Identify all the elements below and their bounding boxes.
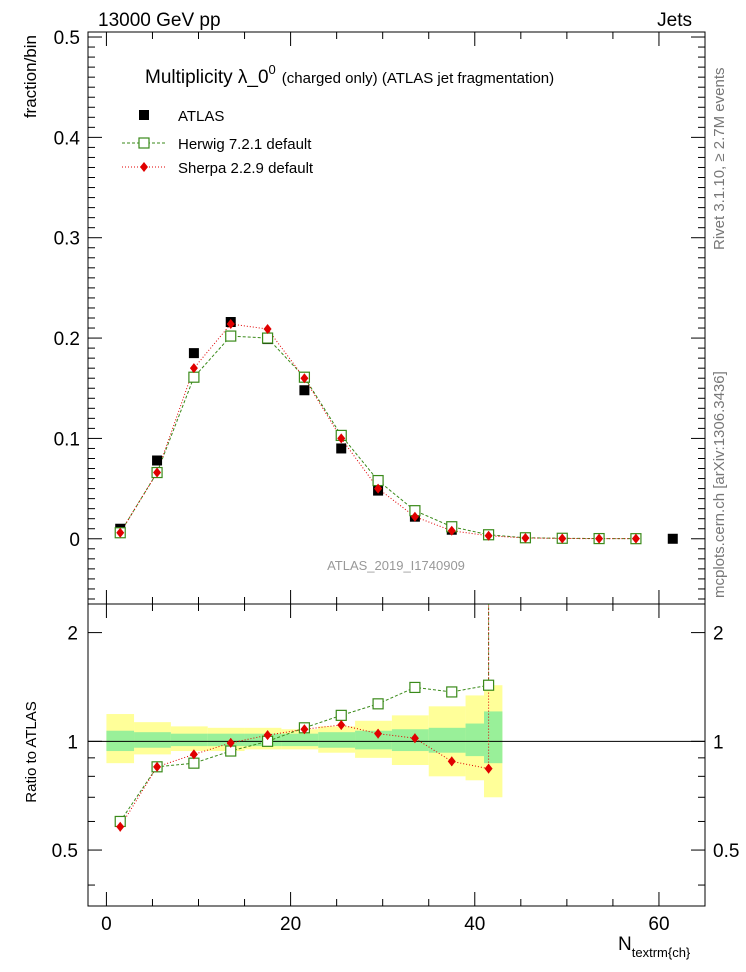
ratio-plot-frame [87,603,706,907]
ratio-series-layer [114,604,495,832]
main-series-layer [114,317,678,545]
sherpa-point [189,363,198,374]
sherpa-ratio-point [410,733,419,744]
legend-herwig-marker [138,137,150,149]
atlas-point [336,443,347,454]
sherpa-ratio-point [263,730,272,741]
ratio-band-inner [391,729,429,752]
herwig-ratio-point [446,686,458,698]
atlas-point [299,385,310,396]
ratio-y-tick-label-left: 2 [67,624,78,645]
chart-title-main: Multiplicity λ_0 [145,67,269,88]
main-y-tick-label: 0.2 [54,329,80,350]
ratio-uncertainty-bands [106,685,503,798]
chart-title-tail: (charged only) (ATLAS jet fragmentation) [282,70,554,87]
chart-title: Multiplicity λ_00 (charged only) (ATLAS j… [145,62,554,88]
ratio-band-inner [170,733,208,747]
legend-atlas-label: ATLAS [178,108,224,125]
ratio-band-inner [134,732,171,748]
herwig-ratio-point [482,679,495,691]
sherpa-ratio-point [447,756,456,767]
legend-sherpa-label: Sherpa 2.2.9 default [178,160,314,177]
sherpa-ratio-point [226,737,235,748]
ratio-y-tick-label-left: 0.5 [52,841,78,862]
sherpa-ratio-point [116,821,125,832]
sherpa-point [631,533,640,544]
herwig-ratio-point [335,709,347,721]
mcplots-side-label: mcplots.cern.ch [arXiv:1306.3436] [711,371,728,598]
sherpa-point [484,530,493,541]
main-y-axis-label: fraction/bin [21,35,40,118]
herwig-ratio-line [119,684,489,822]
sherpa-point [116,527,125,538]
ratio-y-tick-label-right: 1 [713,732,724,753]
sherpa-point [300,373,309,384]
main-y-tick-label: 0.3 [54,229,80,250]
herwig-point [188,371,200,383]
x-tick-label: 60 [648,914,669,935]
sherpa-ratio-point [300,724,309,735]
legend-sherpa-marker [140,162,148,172]
x-tick-label: 40 [464,914,485,935]
main-y-tick-label: 0 [69,530,80,551]
legend: ATLAS Herwig 7.2.1 default Sherpa 2.2.9 … [122,108,314,177]
main-y-tick-label: 0.4 [54,128,81,149]
sherpa-ratio-point [484,763,493,774]
ratio-y-tick-label-right: 0.5 [713,841,739,862]
sherpa-ratio-point [374,728,383,739]
analysis-tag: ATLAS_2019_I1740909 [327,558,465,573]
atlas-point [188,348,199,359]
sherpa-point [595,533,604,544]
header-energy-label: 13000 GeV pp [98,10,221,31]
ratio-y-tick-label-left: 1 [67,732,78,753]
sherpa-ratio-point [153,761,162,772]
ratio-y-axis-label: Ratio to ATLAS [23,701,40,802]
sherpa-ratio-point [189,749,198,760]
herwig-ratio-point [409,681,421,694]
legend-atlas-marker [139,110,149,120]
main-y-tick-label: 0.1 [54,429,80,450]
herwig-point [261,332,274,344]
ratio-band-inner [281,733,319,747]
sherpa-point [558,533,567,544]
main-axis-ticks: 0 0.1 0.2 0.3 0.4 0.5 [54,28,705,604]
ratio-band-inner [355,730,392,750]
main-y-tick-label: 0.5 [54,28,80,49]
sherpa-ratio-point [337,719,346,730]
ratio-band-inner [207,733,245,747]
legend-herwig-label: Herwig 7.2.1 default [178,136,312,153]
x-tick-label: 20 [280,914,301,935]
ratio-band-inner [465,723,484,757]
x-axis-label-sub: textrm{ch} [632,945,691,960]
sherpa-point [263,324,272,335]
ratio-band-inner [318,732,356,748]
sherpa-point [226,319,235,330]
herwig-point [225,330,237,342]
x-axis-label-main: N [618,934,632,955]
herwig-ratio-point [372,698,384,710]
sherpa-point [374,483,383,494]
ratio-band-inner [428,727,466,753]
sherpa-point [410,511,419,522]
x-tick-labels: 0 20 40 60 [101,914,669,935]
ratio-axis-ticks: 0.5 0.5 1 1 2 2 [52,604,739,906]
chart-title-sup: 0 [269,62,276,77]
ratio-y-tick-label-right: 2 [713,624,724,645]
ratio-band-inner [483,711,503,764]
sherpa-line [119,323,636,540]
sherpa-point [153,467,162,478]
herwig-line [119,335,636,540]
x-tick-label: 0 [101,914,112,935]
atlas-point [667,533,678,544]
header-jets-label: Jets [657,10,692,31]
herwig-ratio-point [188,757,200,769]
sherpa-point [521,532,530,543]
rivet-side-label: Rivet 3.1.10, ≥ 2.7M events [711,68,728,251]
sherpa-point [447,525,456,536]
atlas-point [152,455,163,466]
x-axis-label: Ntextrm{ch} [618,934,691,960]
sherpa-point [337,433,346,444]
